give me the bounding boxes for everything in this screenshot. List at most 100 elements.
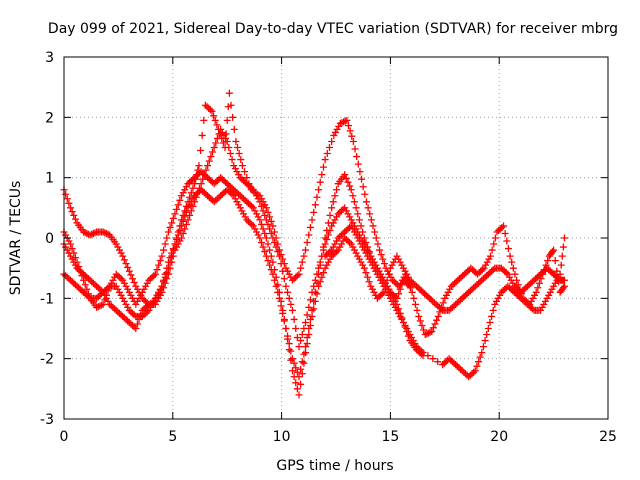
data-point bbox=[377, 251, 385, 259]
data-point bbox=[226, 183, 234, 191]
data-point bbox=[164, 264, 172, 272]
data-point bbox=[76, 285, 84, 293]
data-point bbox=[115, 288, 123, 296]
data-point bbox=[514, 285, 522, 293]
data-point bbox=[230, 186, 238, 194]
data-point bbox=[218, 128, 226, 136]
data-point bbox=[194, 189, 202, 197]
data-point bbox=[81, 290, 89, 298]
data-point bbox=[421, 331, 429, 339]
data-point bbox=[241, 168, 249, 176]
data-point bbox=[512, 290, 520, 298]
data-point bbox=[206, 106, 214, 114]
data-point bbox=[184, 216, 192, 224]
data-point bbox=[475, 279, 483, 287]
data-point bbox=[179, 229, 187, 237]
data-point bbox=[192, 190, 200, 198]
data-point bbox=[371, 228, 379, 236]
data-point bbox=[349, 243, 357, 251]
data-point bbox=[213, 195, 221, 203]
data-point bbox=[274, 248, 282, 256]
data-point bbox=[169, 246, 177, 254]
data-point bbox=[551, 257, 559, 265]
data-point bbox=[235, 150, 243, 158]
data-point bbox=[186, 211, 194, 219]
data-point bbox=[352, 231, 360, 239]
data-point bbox=[324, 258, 332, 266]
data-point bbox=[450, 359, 458, 367]
data-point bbox=[243, 216, 251, 224]
data-point bbox=[408, 278, 416, 286]
data-point bbox=[319, 163, 327, 171]
data-point bbox=[109, 276, 117, 284]
data-point bbox=[197, 180, 205, 188]
data-point bbox=[393, 252, 401, 260]
data-point bbox=[382, 285, 390, 293]
data-point bbox=[538, 303, 546, 311]
x-axis-title: GPS time / hours bbox=[276, 458, 393, 474]
data-point bbox=[220, 189, 228, 197]
data-point bbox=[89, 229, 97, 237]
data-point bbox=[331, 128, 339, 136]
data-point bbox=[161, 240, 169, 248]
data-point bbox=[264, 240, 272, 248]
data-point bbox=[415, 312, 423, 320]
data-point bbox=[451, 279, 459, 287]
data-point bbox=[280, 317, 288, 325]
data-point bbox=[104, 297, 112, 305]
data-point bbox=[401, 267, 409, 275]
data-point bbox=[287, 347, 295, 355]
y-tick-label: -3 bbox=[40, 412, 54, 428]
data-point bbox=[489, 306, 497, 314]
data-point bbox=[502, 269, 510, 277]
data-point bbox=[401, 321, 409, 329]
data-point bbox=[94, 284, 102, 292]
data-point bbox=[341, 228, 349, 236]
data-point bbox=[386, 264, 394, 272]
data-point bbox=[519, 296, 527, 304]
data-point bbox=[114, 285, 122, 293]
data-point bbox=[253, 192, 261, 200]
data-point bbox=[545, 266, 553, 274]
data-point bbox=[96, 285, 104, 293]
data-point bbox=[205, 157, 213, 165]
data-point bbox=[494, 294, 502, 302]
data-point bbox=[367, 282, 375, 290]
data-point bbox=[114, 272, 122, 280]
data-point bbox=[238, 193, 246, 201]
data-point bbox=[418, 321, 426, 329]
data-point bbox=[483, 258, 491, 266]
data-point bbox=[300, 359, 308, 367]
data-point bbox=[399, 264, 407, 272]
data-point bbox=[282, 264, 290, 272]
data-point bbox=[111, 305, 119, 313]
data-point bbox=[115, 309, 123, 317]
data-point bbox=[133, 297, 141, 305]
data-point bbox=[173, 243, 181, 251]
data-point bbox=[417, 287, 425, 295]
data-point bbox=[197, 147, 205, 155]
data-point bbox=[378, 279, 386, 287]
data-point bbox=[295, 270, 303, 278]
data-point bbox=[117, 291, 125, 299]
data-point bbox=[531, 291, 539, 299]
data-point bbox=[480, 264, 488, 272]
data-point bbox=[324, 231, 332, 239]
data-point bbox=[349, 192, 357, 200]
data-point bbox=[287, 356, 295, 364]
data-point bbox=[558, 252, 566, 260]
data-point bbox=[292, 364, 300, 372]
data-point bbox=[288, 276, 296, 284]
data-point bbox=[88, 230, 96, 238]
data-point bbox=[333, 125, 341, 133]
data-point bbox=[398, 315, 406, 323]
data-point bbox=[426, 294, 434, 302]
data-point bbox=[171, 240, 179, 248]
data-point bbox=[341, 171, 349, 179]
data-point bbox=[523, 282, 531, 290]
data-point bbox=[362, 249, 370, 257]
data-point bbox=[176, 237, 184, 245]
data-point bbox=[187, 177, 195, 185]
data-point bbox=[303, 334, 311, 342]
y-tick-label: -2 bbox=[40, 352, 54, 368]
